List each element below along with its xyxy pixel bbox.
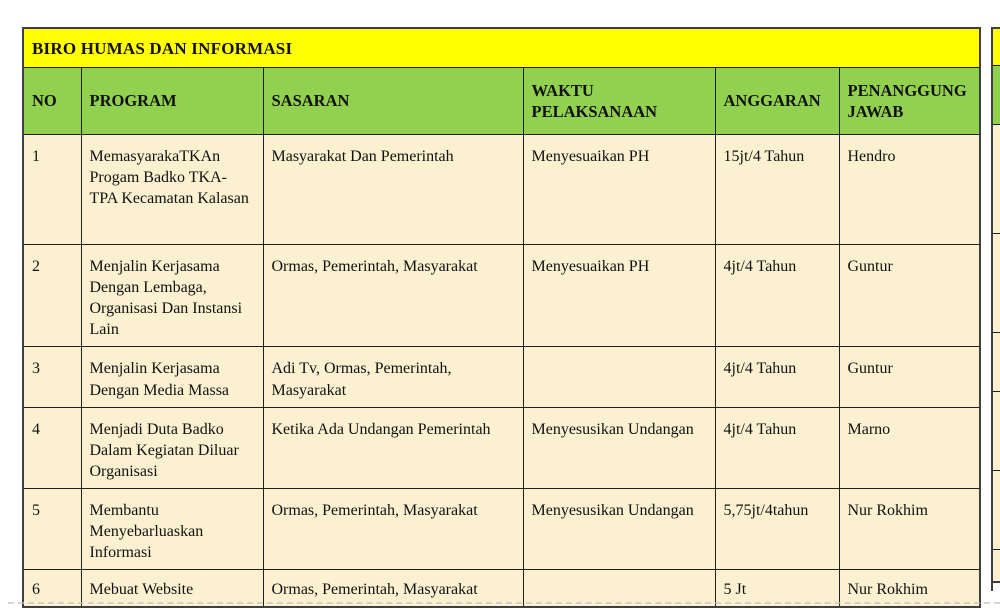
sliver-row-band <box>993 125 1000 234</box>
cell-anggaran: 4jt/4 Tahun <box>714 346 840 408</box>
cell-no: 5 <box>22 487 82 571</box>
cell-anggaran: 4jt/4 Tahun <box>714 406 840 489</box>
table-title: BIRO HUMAS DAN INFORMASI <box>22 27 981 68</box>
table-row: 6 Mebuat Website Ormas, Pemerintah, Masy… <box>22 569 981 608</box>
next-page-table-sliver <box>991 27 1000 591</box>
table-row: 5 Membantu Menyebarluaskan Informasi Orm… <box>22 487 981 571</box>
cell-sasaran: Ketika Ada Undangan Pemerintah <box>262 406 524 489</box>
table-row: 4 Menjadi Duta Badko Dalam Kegiatan Dilu… <box>22 406 981 489</box>
cell-penanggung-jawab: Nur Rokhim <box>838 569 981 608</box>
cell-no: 4 <box>22 406 82 489</box>
program-table: BIRO HUMAS DAN INFORMASI NO PROGRAM SASA… <box>22 27 982 609</box>
page-break-dashed-line <box>8 602 1000 604</box>
cell-program: Menjalin Kerjasama Dengan Media Massa <box>80 346 264 408</box>
sliver-header-band <box>993 66 1000 125</box>
col-header-waktu-pelaksanaan: WAKTU PELAKSANAAN <box>522 67 716 135</box>
sliver-row-band <box>993 392 1000 471</box>
cell-sasaran: Masyarakat Dan Pemerintah <box>262 134 524 245</box>
table-row: 1 MemasyarakaTKAn Progam Badko TKA-TPA K… <box>22 134 981 245</box>
cell-anggaran: 15jt/4 Tahun <box>714 134 840 245</box>
cell-waktu: Menyesusikan Undangan <box>522 487 716 571</box>
cell-waktu: Menyesuaikan PH <box>522 134 716 245</box>
cell-waktu <box>522 346 716 408</box>
cell-sasaran: Ormas, Pemerintah, Masyarakat <box>262 569 524 608</box>
col-header-anggaran: ANGGARAN <box>714 67 840 135</box>
col-header-no: NO <box>22 67 82 135</box>
cell-anggaran: 4jt/4 Tahun <box>714 243 840 348</box>
cell-penanggung-jawab: Guntur <box>838 243 981 348</box>
cell-no: 2 <box>22 243 82 348</box>
cell-anggaran: 5,75jt/4tahun <box>714 487 840 571</box>
cell-sasaran: Ormas, Pemerintah, Masyarakat <box>262 243 524 348</box>
cell-program: MemasyarakaTKAn Progam Badko TKA-TPA Kec… <box>80 134 264 245</box>
cell-program: Menjalin Kerjasama Dengan Lembaga, Organ… <box>80 243 264 348</box>
cell-penanggung-jawab: Nur Rokhim <box>838 487 981 571</box>
sliver-row-band <box>993 550 1000 583</box>
cell-sasaran: Adi Tv, Ormas, Pemerintah, Masyarakat <box>262 346 524 408</box>
cell-waktu: Menyesuaikan PH <box>522 243 716 348</box>
table-header-row: NO PROGRAM SASARAN WAKTU PELAKSANAAN ANG… <box>22 67 981 135</box>
table-row: 2 Menjalin Kerjasama Dengan Lembaga, Org… <box>22 243 981 348</box>
cell-waktu <box>522 569 716 608</box>
cell-sasaran: Ormas, Pemerintah, Masyarakat <box>262 487 524 571</box>
cell-program: Menjadi Duta Badko Dalam Kegiatan Diluar… <box>80 406 264 489</box>
col-header-sasaran: SASARAN <box>262 67 524 135</box>
col-header-program: PROGRAM <box>80 67 264 135</box>
table-row: 3 Menjalin Kerjasama Dengan Media Massa … <box>22 346 981 408</box>
col-header-penanggung-jawab: PENANGGUNG JAWAB <box>838 67 981 135</box>
cell-penanggung-jawab: Marno <box>838 406 981 489</box>
cell-no: 6 <box>22 569 82 608</box>
sliver-title-band <box>993 29 1000 66</box>
sliver-row-band <box>993 234 1000 333</box>
cell-no: 1 <box>22 134 82 245</box>
table-title-row: BIRO HUMAS DAN INFORMASI <box>22 27 981 68</box>
cell-anggaran: 5 Jt <box>714 569 840 608</box>
sliver-row-band <box>993 471 1000 550</box>
cell-program: Membantu Menyebarluaskan Informasi <box>80 487 264 571</box>
sliver-row-band <box>993 333 1000 392</box>
cell-penanggung-jawab: Guntur <box>838 346 981 408</box>
cell-waktu: Menyesusikan Undangan <box>522 406 716 489</box>
cell-penanggung-jawab: Hendro <box>838 134 981 245</box>
cell-no: 3 <box>22 346 82 408</box>
